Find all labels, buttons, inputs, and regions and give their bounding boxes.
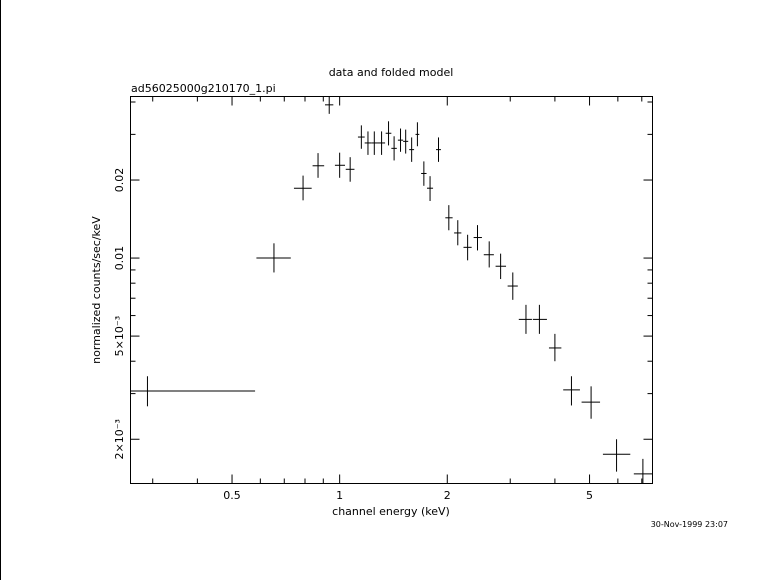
data-point: [507, 272, 518, 300]
y-tick-label: 0.01: [113, 246, 126, 271]
data-point: [563, 376, 580, 406]
data-point: [436, 137, 441, 162]
data-point: [377, 131, 386, 155]
y-tick-label: 0.02: [113, 168, 126, 193]
data-point: [357, 125, 365, 149]
data-point: [473, 225, 482, 251]
data-point: [371, 131, 378, 155]
x-axis-label: channel energy (keV): [332, 505, 450, 518]
data-point: [334, 152, 345, 178]
data-point: [445, 205, 453, 231]
data-point: [256, 243, 291, 273]
data-point: [518, 304, 532, 334]
data-point: [602, 439, 631, 472]
data-point: [483, 241, 494, 268]
x-tick-label: 0.5: [223, 489, 241, 502]
data-points: [130, 96, 653, 484]
data-point: [415, 122, 420, 147]
data-point: [345, 157, 355, 182]
timestamp: 30-Nov-1999 23:07: [651, 520, 728, 529]
data-point: [409, 137, 415, 162]
data-point: [385, 121, 392, 146]
data-point: [581, 386, 601, 419]
plot-frame: [130, 96, 653, 484]
data-point: [403, 129, 409, 154]
y-tick-label: 5×10⁻³: [113, 316, 126, 356]
data-point: [463, 234, 472, 261]
data-point: [633, 458, 653, 484]
y-tick-labels: 2×10⁻³ 5×10⁻³ 0.01 0.02: [113, 168, 126, 460]
chart-subtitle: ad56025000g210170_1.pi: [131, 82, 276, 95]
data-point: [325, 96, 334, 114]
x-tick-label: 2: [444, 489, 451, 502]
data-point: [364, 131, 372, 155]
data-point: [532, 304, 547, 334]
x-tick-labels: 0.5 1 2 5: [223, 489, 593, 502]
axis-ticks: [130, 96, 653, 484]
data-point: [426, 176, 434, 202]
data-point: [454, 220, 462, 246]
x-tick-label: 5: [586, 489, 593, 502]
data-point: [548, 333, 562, 362]
chart-title: data and folded model: [329, 66, 454, 79]
data-point: [293, 175, 312, 201]
data-point: [421, 161, 427, 186]
y-axis-label: normalized counts/sec/keV: [90, 216, 103, 364]
data-point: [391, 136, 397, 161]
data-point: [312, 153, 325, 178]
y-tick-label: 2×10⁻³: [113, 419, 126, 459]
x-tick-label: 1: [336, 489, 343, 502]
data-point: [397, 128, 404, 152]
data-point: [495, 253, 507, 280]
data-point: [130, 376, 256, 407]
